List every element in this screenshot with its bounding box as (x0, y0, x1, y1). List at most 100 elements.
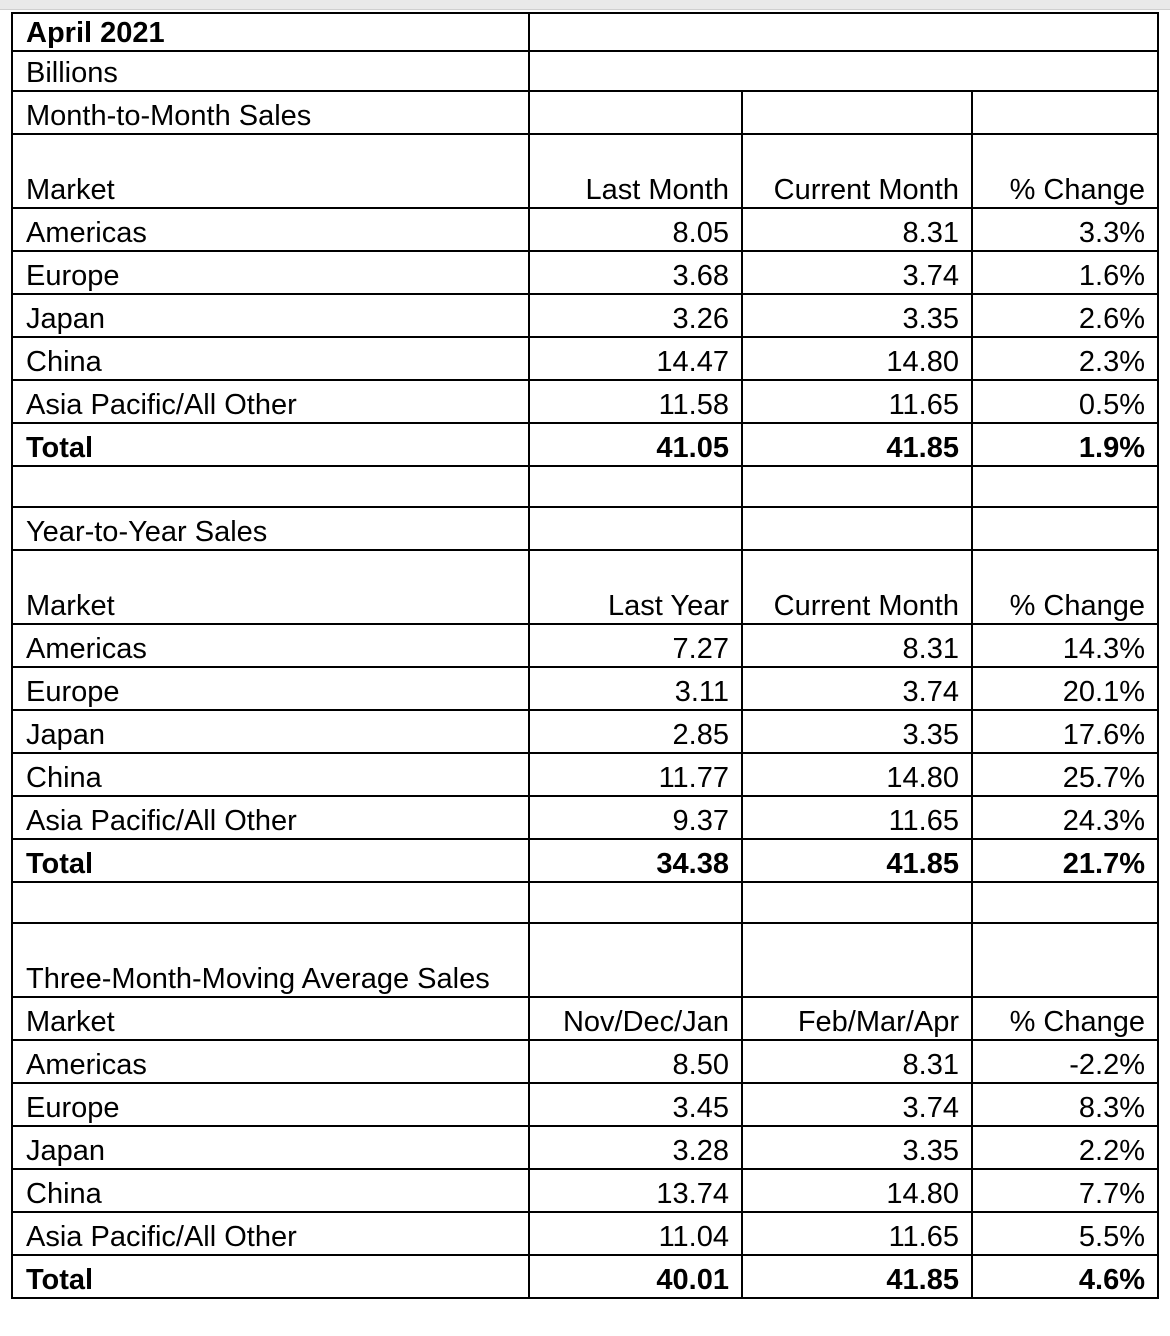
empty-cell (971, 922, 1159, 998)
empty-cell (741, 506, 973, 551)
section-title: Three-Month-Moving Average Sales (11, 922, 530, 998)
empty-cell (971, 90, 1159, 135)
change-header: % Change (971, 996, 1159, 1041)
current-period-header: Current Month (741, 549, 973, 625)
current-value-cell: 8.31 (741, 207, 973, 252)
column-header-row: Market Nov/Dec/Jan Feb/Mar/Apr % Change (11, 996, 1159, 1041)
table-row: Americas 8.50 8.31 -2.2% (11, 1039, 1159, 1084)
empty-cell (528, 881, 743, 924)
change-cell: 8.3% (971, 1082, 1159, 1127)
total-change: 21.7% (971, 838, 1159, 883)
change-cell: 1.6% (971, 250, 1159, 295)
previous-value-cell: 3.68 (528, 250, 743, 295)
change-cell: 3.3% (971, 207, 1159, 252)
change-cell: 2.6% (971, 293, 1159, 338)
previous-value-cell: 7.27 (528, 623, 743, 668)
total-row: Total 34.38 41.85 21.7% (11, 838, 1159, 883)
empty-cell (528, 90, 743, 135)
market-cell: Europe (11, 250, 530, 295)
change-cell: 24.3% (971, 795, 1159, 840)
change-cell: 17.6% (971, 709, 1159, 754)
previous-value-cell: 14.47 (528, 336, 743, 381)
market-cell: China (11, 1168, 530, 1213)
total-current-value: 41.85 (741, 838, 973, 883)
report-title: April 2021 (11, 12, 530, 52)
total-row: Total 41.05 41.85 1.9% (11, 422, 1159, 467)
table-row: Asia Pacific/All Other 11.04 11.65 5.5% (11, 1211, 1159, 1256)
empty-cell (11, 465, 530, 508)
change-cell: 0.5% (971, 379, 1159, 424)
change-header: % Change (971, 549, 1159, 625)
section-title-row: Month-to-Month Sales (11, 90, 1159, 135)
current-period-header: Feb/Mar/Apr (741, 996, 973, 1041)
section-title: Month-to-Month Sales (11, 90, 530, 135)
current-period-header: Current Month (741, 133, 973, 209)
market-cell: Japan (11, 293, 530, 338)
change-cell: 5.5% (971, 1211, 1159, 1256)
current-value-cell: 14.80 (741, 336, 973, 381)
total-change: 4.6% (971, 1254, 1159, 1299)
previous-value-cell: 11.04 (528, 1211, 743, 1256)
market-header: Market (11, 133, 530, 209)
current-value-cell: 3.35 (741, 1125, 973, 1170)
previous-value-cell: 9.37 (528, 795, 743, 840)
empty-cell (528, 12, 1159, 52)
total-previous-value: 41.05 (528, 422, 743, 467)
market-cell: Japan (11, 709, 530, 754)
column-header-row: Market Last Year Current Month % Change (11, 549, 1159, 625)
empty-cell (741, 922, 973, 998)
total-current-value: 41.85 (741, 1254, 973, 1299)
current-value-cell: 3.74 (741, 1082, 973, 1127)
table-row: Europe 3.68 3.74 1.6% (11, 250, 1159, 295)
previous-value-cell: 8.50 (528, 1039, 743, 1084)
previous-value-cell: 3.45 (528, 1082, 743, 1127)
change-header: % Change (971, 133, 1159, 209)
market-cell: Asia Pacific/All Other (11, 1211, 530, 1256)
market-cell: Americas (11, 207, 530, 252)
change-cell: 2.3% (971, 336, 1159, 381)
table-row: Japan 3.26 3.35 2.6% (11, 293, 1159, 338)
current-value-cell: 11.65 (741, 379, 973, 424)
current-value-cell: 3.74 (741, 250, 973, 295)
sales-table: April 2021 Billions Month-to-Month Sales… (11, 12, 1159, 1299)
previous-period-header: Nov/Dec/Jan (528, 996, 743, 1041)
current-value-cell: 3.74 (741, 666, 973, 711)
total-change: 1.9% (971, 422, 1159, 467)
total-previous-value: 34.38 (528, 838, 743, 883)
table-row: Europe 3.45 3.74 8.3% (11, 1082, 1159, 1127)
change-cell: 7.7% (971, 1168, 1159, 1213)
total-current-value: 41.85 (741, 422, 973, 467)
market-cell: Americas (11, 1039, 530, 1084)
previous-period-header: Last Year (528, 549, 743, 625)
previous-value-cell: 11.77 (528, 752, 743, 797)
empty-cell (11, 881, 530, 924)
previous-period-header: Last Month (528, 133, 743, 209)
total-label: Total (11, 1254, 530, 1299)
empty-cell (741, 90, 973, 135)
empty-cell (528, 50, 1159, 92)
table-row: China 11.77 14.80 25.7% (11, 752, 1159, 797)
table-row: China 13.74 14.80 7.7% (11, 1168, 1159, 1213)
market-header: Market (11, 996, 530, 1041)
previous-value-cell: 3.26 (528, 293, 743, 338)
market-cell: Europe (11, 1082, 530, 1127)
change-cell: 25.7% (971, 752, 1159, 797)
current-value-cell: 11.65 (741, 1211, 973, 1256)
previous-value-cell: 11.58 (528, 379, 743, 424)
market-cell: China (11, 752, 530, 797)
empty-cell (528, 506, 743, 551)
total-row: Total 40.01 41.85 4.6% (11, 1254, 1159, 1299)
total-previous-value: 40.01 (528, 1254, 743, 1299)
window-top-edge (0, 0, 1170, 10)
market-cell: Japan (11, 1125, 530, 1170)
empty-cell (528, 922, 743, 998)
total-label: Total (11, 838, 530, 883)
previous-value-cell: 8.05 (528, 207, 743, 252)
table-row: Americas 8.05 8.31 3.3% (11, 207, 1159, 252)
column-header-row: Market Last Month Current Month % Change (11, 133, 1159, 209)
market-cell: Asia Pacific/All Other (11, 379, 530, 424)
empty-cell (528, 465, 743, 508)
market-cell: China (11, 336, 530, 381)
spacer-row (11, 881, 1159, 924)
empty-cell (741, 465, 973, 508)
